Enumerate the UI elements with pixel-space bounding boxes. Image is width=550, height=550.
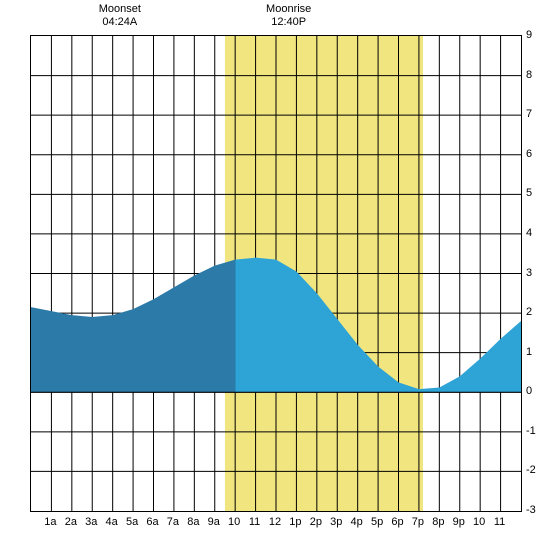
moonrise-label: Moonrise [264,3,314,16]
y-tick-label: 5 [526,187,546,199]
chart-svg [31,36,521,511]
y-tick-label: -1 [526,425,546,437]
x-tick-label: 3p [326,516,346,528]
x-tick-label: 8p [428,516,448,528]
y-tick-label: 2 [526,306,546,318]
moonset-annotation: Moonset 04:24A [95,3,145,29]
x-tick-label: 6a [143,516,163,528]
moonrise-annotation: Moonrise 12:40P [264,3,314,29]
y-tick-label: 1 [526,346,546,358]
moonrise-time: 12:40P [264,16,314,29]
x-tick-label: 12 [265,516,285,528]
y-tick-label: -3 [526,504,546,516]
x-tick-label: 10 [224,516,244,528]
moonset-label: Moonset [95,3,145,16]
y-tick-label: 4 [526,227,546,239]
moonset-time: 04:24A [95,16,145,29]
x-tick-label: 7a [163,516,183,528]
x-tick-label: 10 [469,516,489,528]
x-tick-label: 11 [245,516,265,528]
y-tick-label: 8 [526,69,546,81]
x-tick-label: 2p [306,516,326,528]
x-tick-label: 4p [347,516,367,528]
y-tick-label: 0 [526,385,546,397]
tide-chart: Moonset 04:24A Moonrise 12:40P -3-2-1012… [0,0,550,550]
x-tick-label: 4a [102,516,122,528]
x-tick-label: 1p [285,516,305,528]
plot-area [30,35,522,512]
y-tick-label: 9 [526,29,546,41]
y-tick-label: 3 [526,267,546,279]
x-tick-label: 11 [490,516,510,528]
x-tick-label: 8a [183,516,203,528]
x-tick-label: 2a [61,516,81,528]
x-tick-label: 5a [122,516,142,528]
y-tick-label: 6 [526,148,546,160]
x-tick-label: 6p [388,516,408,528]
x-tick-label: 3a [81,516,101,528]
x-tick-label: 5p [367,516,387,528]
x-tick-label: 1a [40,516,60,528]
y-tick-label: -2 [526,464,546,476]
x-tick-label: 7p [408,516,428,528]
x-tick-label: 9a [204,516,224,528]
x-tick-label: 9p [449,516,469,528]
y-tick-label: 7 [526,108,546,120]
